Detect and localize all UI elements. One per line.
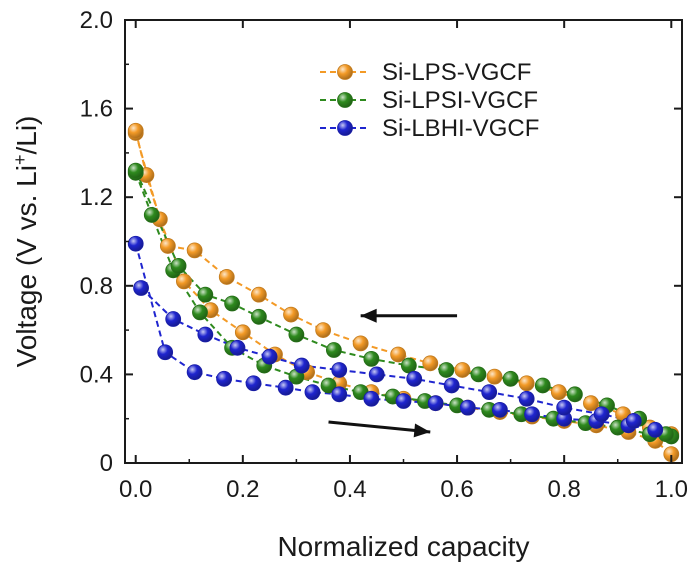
x-tick-label: 1.0: [655, 476, 688, 503]
data-point: [176, 273, 192, 290]
data-point: [454, 362, 471, 378]
x-axis-title: Normalized capacity: [277, 531, 529, 562]
x-tick-label: 0.6: [440, 476, 473, 503]
data-point: [481, 384, 498, 401]
data-point: [315, 322, 332, 339]
data-point: [216, 370, 232, 387]
data-point: [165, 311, 182, 327]
data-point: [368, 366, 385, 383]
data-point: [470, 366, 487, 383]
data-point: [224, 295, 241, 312]
data-point: [390, 346, 407, 363]
data-point: [304, 384, 321, 401]
legend-label: Si-LPSI-VGCF: [382, 87, 538, 114]
data-point: [459, 399, 476, 416]
legend-label: Si-LBHI-VGCF: [382, 115, 539, 142]
y-tick-label: 1.2: [80, 184, 113, 211]
data-point: [593, 406, 610, 423]
data-point: [583, 395, 599, 412]
data-point: [331, 386, 348, 403]
series-layer: [127, 122, 680, 463]
data-point: [320, 377, 337, 394]
data-point: [186, 364, 203, 381]
data-point: [438, 362, 455, 378]
data-point: [293, 357, 310, 374]
data-point: [127, 122, 144, 139]
legend-marker: [337, 92, 353, 108]
data-point: [283, 306, 299, 323]
annotation-layer: [328, 308, 458, 438]
data-point: [159, 238, 176, 254]
x-tick-label: 0.8: [547, 476, 580, 503]
y-tick-label: 0: [100, 450, 113, 477]
data-point: [502, 370, 519, 387]
data-point: [363, 350, 380, 367]
y-axis-title-end: /Li): [11, 116, 42, 155]
y-axis-title: Voltage (V vs. Li+/Li): [10, 116, 42, 368]
y-tick-label: 2.0: [80, 7, 113, 34]
data-point: [566, 386, 583, 403]
data-point: [245, 375, 262, 392]
data-point: [406, 370, 423, 387]
data-point: [400, 357, 417, 374]
data-point: [518, 375, 535, 392]
data-point: [197, 326, 214, 343]
data-point: [186, 242, 203, 259]
data-point: [325, 342, 342, 358]
arrow-shaft: [328, 420, 431, 434]
data-point: [133, 280, 149, 296]
data-point: [534, 377, 551, 394]
data-point: [486, 368, 503, 385]
data-point: [647, 421, 664, 438]
data-point: [625, 413, 642, 429]
data-point: [331, 362, 348, 378]
data-point: [157, 344, 174, 361]
data-point: [277, 379, 294, 396]
data-point: [422, 355, 439, 372]
axes-layer: 0.0 0.2 0.4 0.6 0.8 1.0 0 0.4 0.8 1.2 1.6 2.0 Normal…: [10, 7, 688, 562]
data-point: [127, 162, 144, 179]
data-point: [524, 406, 540, 423]
data-point: [492, 401, 508, 418]
data-point: [197, 286, 214, 303]
data-point: [288, 326, 305, 343]
data-point: [250, 286, 267, 303]
data-point: [556, 399, 573, 416]
arrow-head: [360, 308, 377, 323]
y-tick-label: 0.8: [80, 273, 113, 300]
legend-marker: [337, 64, 353, 80]
series-line-charge: [140, 287, 635, 422]
series-line-charge: [134, 130, 672, 436]
y-axis-title-main: Voltage (V vs. Li: [11, 165, 42, 367]
data-point: [427, 395, 444, 412]
legend-marker: [337, 120, 353, 136]
data-point: [363, 390, 380, 407]
data-point: [170, 257, 187, 274]
data-point: [261, 348, 278, 365]
data-point: [518, 390, 535, 407]
data-point: [395, 393, 412, 409]
x-tick-label: 0.2: [226, 476, 259, 503]
data-point: [229, 339, 246, 356]
data-point: [234, 324, 251, 341]
y-tick-label: 1.6: [80, 96, 113, 123]
legend-label: Si-LPS-VGCF: [382, 59, 531, 86]
data-point: [127, 235, 144, 252]
data-point: [443, 377, 460, 394]
x-tick-label: 0.4: [333, 476, 366, 503]
data-point: [143, 207, 160, 223]
arrow-head: [413, 423, 431, 438]
x-tick-label: 0.0: [119, 476, 152, 503]
data-point: [550, 384, 567, 401]
data-point: [352, 335, 369, 352]
data-point: [192, 304, 208, 321]
data-point: [218, 269, 235, 285]
data-point: [250, 308, 267, 325]
y-tick-label: 0.4: [80, 361, 113, 388]
y-axis-title-superscript: +: [10, 155, 30, 166]
